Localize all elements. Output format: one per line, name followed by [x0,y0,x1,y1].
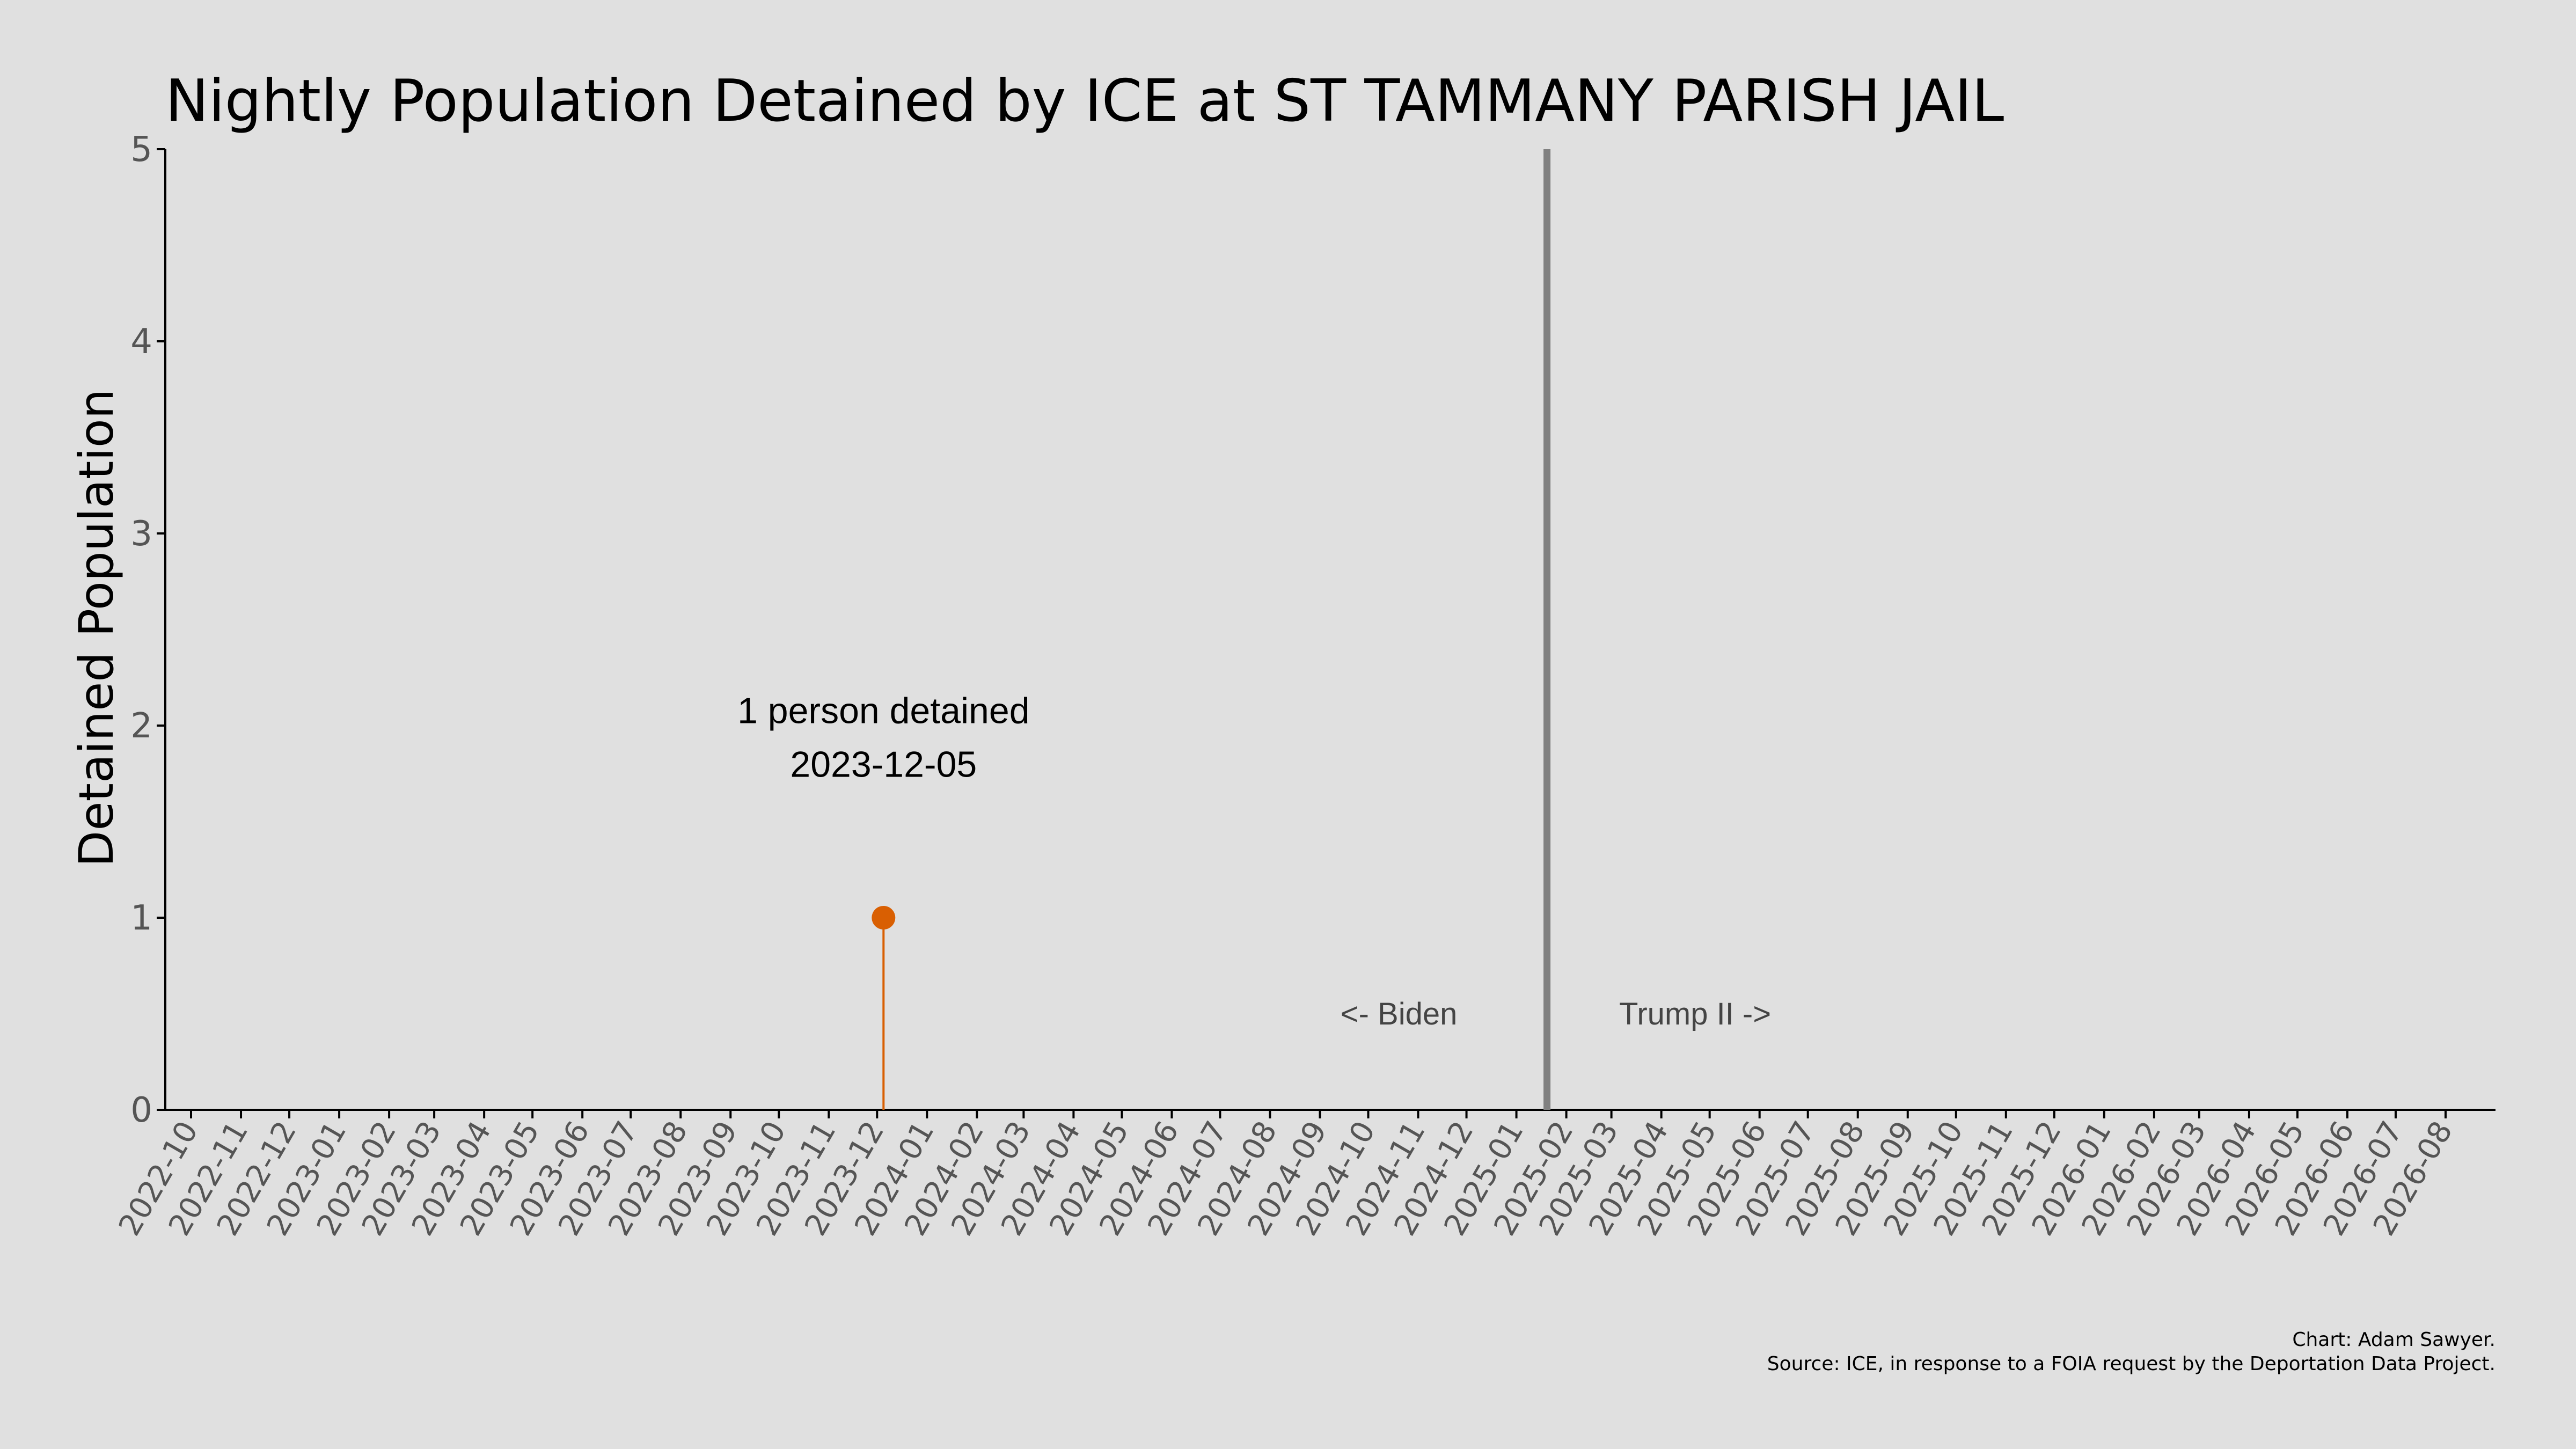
y-tick-label: 3 [130,514,152,554]
y-axis-label: Detained Population [69,389,124,867]
data-series [872,906,896,1110]
era-label-trump: Trump II -> [1619,997,1771,1031]
chart-title: Nightly Population Detained by ICE at ST… [165,68,2004,135]
annotation-date: 2023-12-05 [790,744,977,785]
era-label-biden: <- Biden [1341,997,1458,1031]
data-point [872,906,896,930]
y-tick-label: 2 [130,706,152,746]
y-tick-label: 4 [130,322,152,362]
y-tick-label: 1 [130,898,152,938]
y-tick-label: 5 [130,130,152,170]
chart-source: Source: ICE, in response to a FOIA reque… [1767,1353,2496,1375]
y-axis: 0 1 2 3 4 5 [130,130,166,1130]
chart-credit: Chart: Adam Sawyer. [2292,1329,2496,1351]
annotation-count: 1 person detained [737,690,1029,731]
x-axis: 2022-102022-112022-122023-012023-022023-… [112,1109,2496,1242]
y-tick-label: 0 [130,1091,152,1130]
